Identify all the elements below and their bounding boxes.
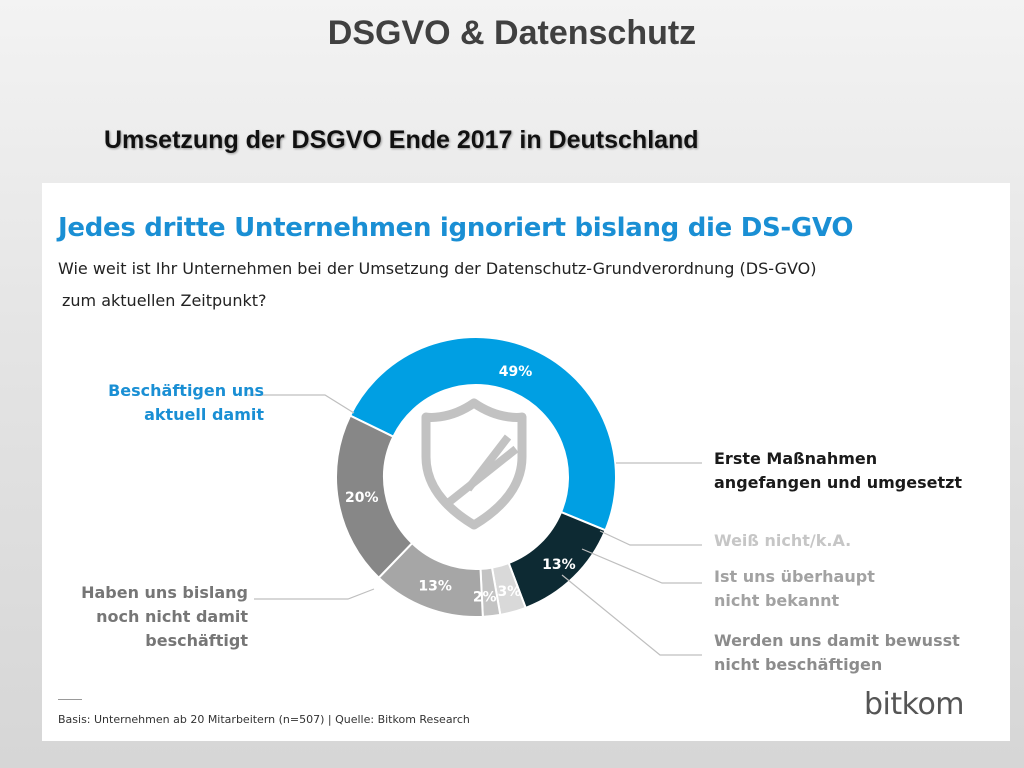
slide-title: DSGVO & Datenschutz — [327, 14, 697, 52]
slice-value-label: 49% — [499, 364, 533, 380]
shield-icon — [421, 398, 527, 530]
leader-line — [599, 530, 702, 546]
donut-slice — [335, 414, 414, 580]
leader-line — [248, 394, 355, 414]
footer-divider — [58, 699, 82, 700]
source-note: Basis: Unternehmen ab 20 Mitarbeitern (n… — [58, 713, 470, 726]
donut-slice — [348, 336, 617, 532]
chart-card: Jedes dritte Unternehmen ignoriert bisla… — [42, 183, 1010, 741]
logo-text-bit: bit — [864, 687, 902, 722]
slice-label-erste-massnahmen: Erste Maßnahmen angefangen und umgesetzt — [714, 449, 963, 492]
slice-value-label: 3% — [497, 584, 521, 600]
donut-chart: 49% 13% 3%2% 13% 20% — [248, 336, 702, 656]
slice-label-bislang-nicht: Haben uns bislang noch nicht damit besch… — [81, 583, 248, 650]
slice-value-label: 13% — [542, 557, 576, 573]
slice-label-bewusst-nicht: Werden uns damit bewusst nicht beschäfti… — [714, 631, 960, 674]
slide-subtitle: Umsetzung der DSGVO Ende 2017 in Deutsch… — [104, 126, 699, 154]
bitkom-logo: bitkom — [864, 687, 965, 722]
slice-value-label: 2% — [473, 589, 497, 605]
survey-question: Wie weit ist Ihr Unternehmen bei der Ums… — [58, 259, 817, 278]
leader-line — [561, 574, 702, 656]
leader-line — [581, 548, 702, 584]
logo-text-kom: kom — [901, 687, 965, 722]
leader-line — [254, 588, 375, 600]
survey-question-continued: zum aktuellen Zeitpunkt? — [62, 291, 267, 310]
slice-label-beschaeftigen: Beschäftigen uns aktuell damit — [108, 381, 264, 424]
chart-headline: Jedes dritte Unternehmen ignoriert bisla… — [58, 213, 854, 243]
slice-label-nicht-bekannt: Ist uns überhaupt nicht bekannt — [714, 567, 875, 610]
slice-value-label: 13% — [418, 579, 452, 595]
slice-label-weiss-nicht: Weiß nicht/k.A. — [714, 531, 852, 550]
slice-value-label: 20% — [345, 490, 379, 506]
